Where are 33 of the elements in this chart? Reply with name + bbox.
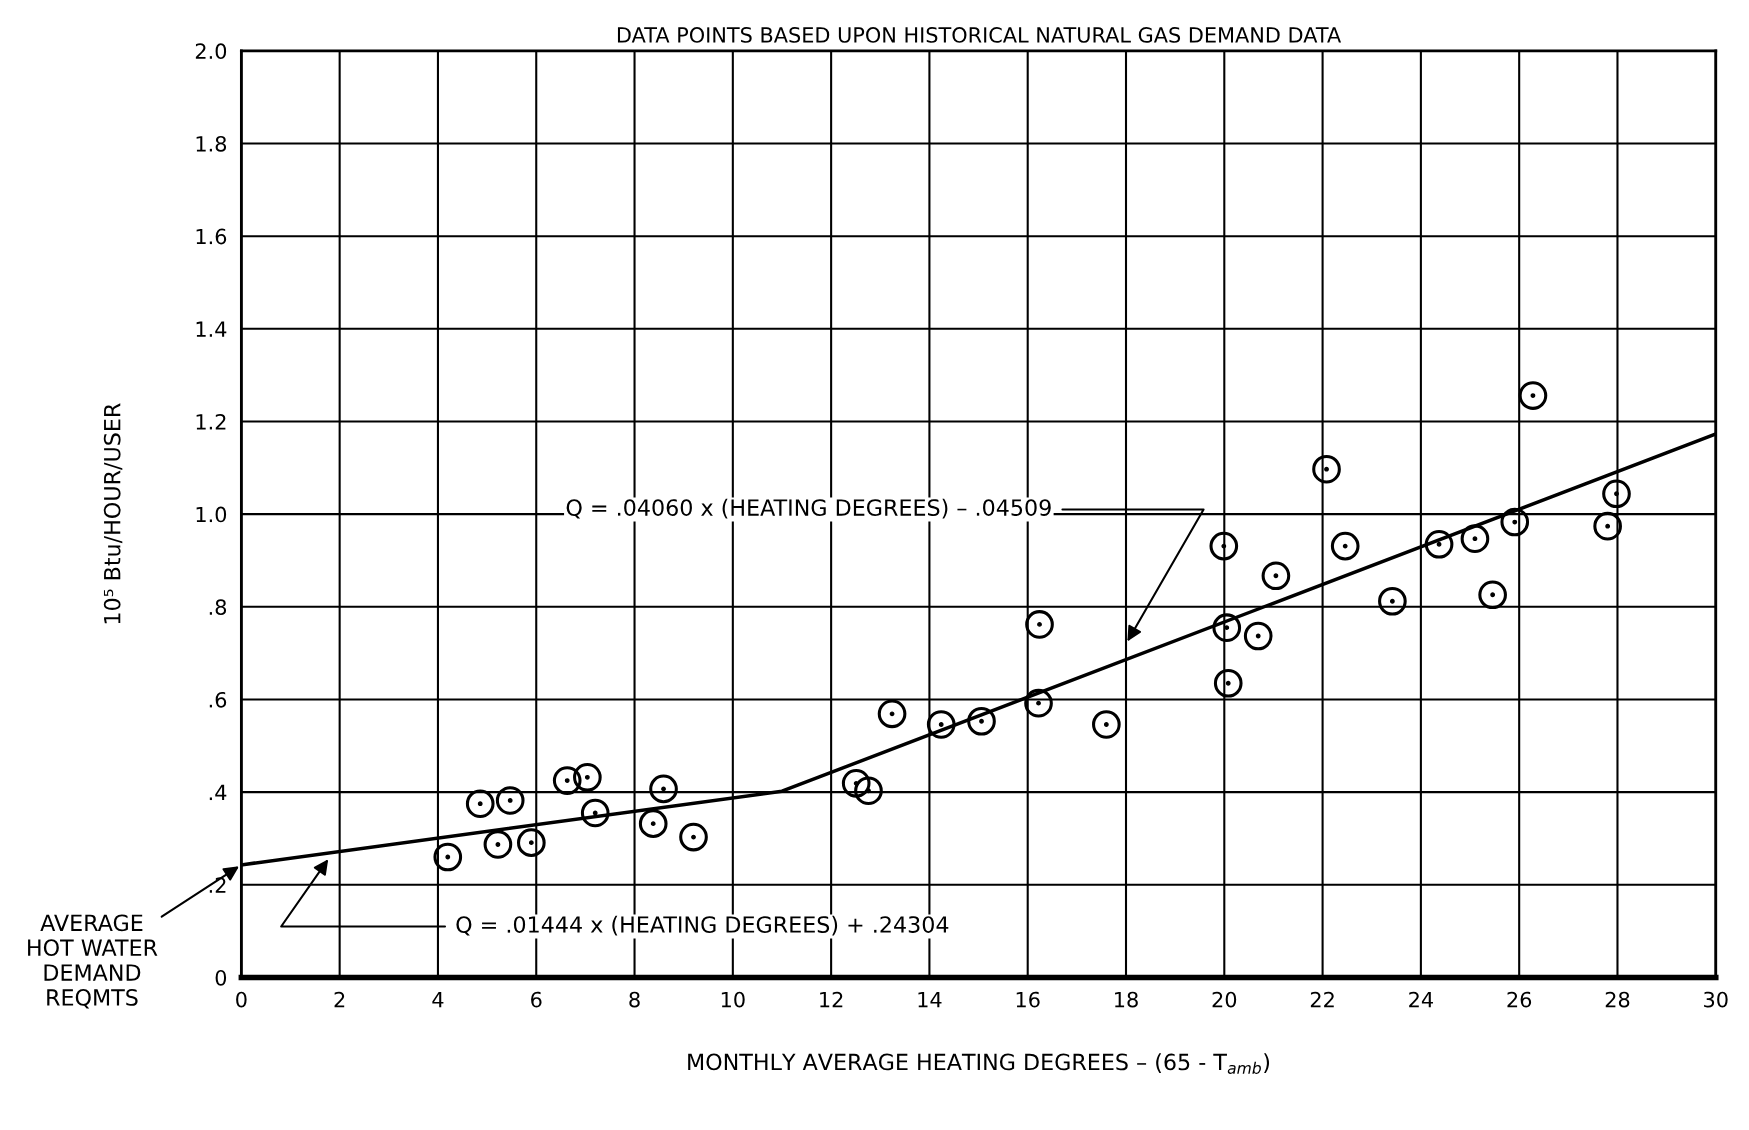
x-tick-label: 26 xyxy=(1507,991,1532,1008)
x-tick-label: 22 xyxy=(1310,991,1334,1008)
y-tick-label: 0 xyxy=(215,969,227,986)
x-tick-label: 4 xyxy=(432,991,444,1008)
annotation: Q = .04060 x (HEATING DEGREES) – .04509 xyxy=(566,498,1051,519)
chart-title: DATA POINTS BASED UPON HISTORICAL NATURAL GAS DEMAND DATA xyxy=(617,27,1342,43)
y-tick-label: .8 xyxy=(209,599,227,616)
y-tick-label: .2 xyxy=(209,877,226,893)
x-tick-label: 0 xyxy=(236,991,247,1008)
y-tick-label: 1.4 xyxy=(196,321,227,337)
x-tick-label: 24 xyxy=(1409,991,1433,1008)
y-tick-label: .4 xyxy=(209,784,227,801)
x-tick-label: 16 xyxy=(1016,991,1040,1008)
x-tick-label: 30 xyxy=(1704,991,1728,1008)
annotation: AVERAGE HOT WATER DEMAND REQMTS xyxy=(28,914,158,1009)
x-tick-label: 10 xyxy=(721,991,745,1008)
x-axis-title: MONTHLY AVERAGE HEATING DEGREES – (65 - T$_{amb}$) xyxy=(688,1053,1270,1074)
x-tick-label: 20 xyxy=(1212,991,1237,1008)
y-tick-label: 1.8 xyxy=(196,135,227,152)
x-tick-label: 2 xyxy=(334,991,345,1008)
x-tick-label: 12 xyxy=(820,991,843,1008)
x-tick-label: 6 xyxy=(531,991,542,1008)
y-axis-title: 10⁵ Btu/HOUR/USER xyxy=(103,403,123,624)
annotation: Q = .01444 x (HEATING DEGREES) + .24304 xyxy=(456,915,949,936)
x-tick-label: 18 xyxy=(1115,991,1138,1008)
y-tick-label: .6 xyxy=(209,691,227,708)
x-tick-label: 8 xyxy=(629,991,640,1008)
y-tick-label: 1.6 xyxy=(196,228,227,245)
x-tick-label: 14 xyxy=(918,991,942,1008)
x-tick-label: 28 xyxy=(1605,991,1630,1008)
y-tick-label: 1.0 xyxy=(196,506,227,523)
y-tick-label: 1.2 xyxy=(196,413,226,430)
y-tick-label: 2.0 xyxy=(195,43,227,60)
